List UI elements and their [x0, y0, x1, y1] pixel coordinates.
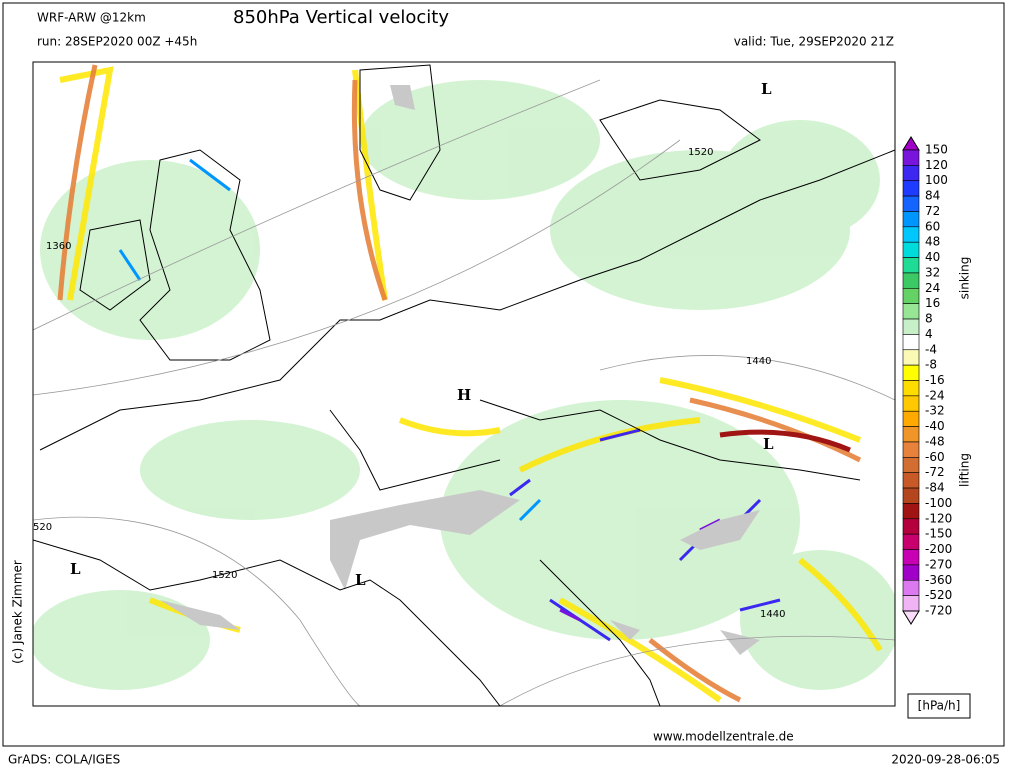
- colorbar-label: -32: [925, 404, 945, 418]
- system-label: L: [70, 560, 81, 578]
- software: GrADS: COLA/IGES: [8, 753, 120, 767]
- colorbar-box: [902, 195, 920, 212]
- system-label: L: [761, 80, 772, 98]
- colorbar-lower-label: lifting: [958, 453, 972, 487]
- colorbar-box: [902, 318, 920, 335]
- colorbar-label: 4: [925, 327, 933, 341]
- colorbar-label: -120: [925, 511, 952, 525]
- colorbar-label: 120: [925, 158, 948, 172]
- colorbar-label: 48: [925, 235, 940, 249]
- colorbar-label: -100: [925, 496, 952, 510]
- colorbar-box: [902, 211, 920, 228]
- valid-label: valid: Tue, 29SEP2020 21Z: [734, 35, 894, 49]
- colorbar-label: -520: [925, 588, 952, 602]
- colorbar-box: [902, 257, 920, 274]
- colorbar-box: [902, 349, 920, 366]
- colorbar-label: -150: [925, 527, 952, 541]
- unit-box: [907, 693, 971, 719]
- field: [33, 64, 895, 706]
- map: L 1520 1360 1440 H L 520 L 1520 L 1440: [32, 61, 896, 707]
- colorbar-box: [902, 487, 920, 504]
- system-label: L: [355, 571, 366, 589]
- isobar-label: 1440: [746, 356, 771, 367]
- colorbar-label: -72: [925, 465, 945, 479]
- colorbar-label: 16: [925, 296, 940, 310]
- colorbar-box: [902, 595, 920, 612]
- colorbar-box: [902, 272, 920, 289]
- system-label: L: [763, 435, 774, 453]
- colorbar-label: 150: [925, 143, 948, 157]
- colorbar: sinking lifting [hPa/h] 1501201008472604…: [902, 136, 972, 719]
- colorbar-label: -4: [925, 342, 937, 356]
- colorbar-box: [902, 533, 920, 550]
- credit: (c) Janek Zimmer: [11, 560, 25, 664]
- colorbar-box: [902, 426, 920, 443]
- unit-label: [hPa/h]: [918, 699, 961, 713]
- colorbar-box: [902, 441, 920, 458]
- isobar-label: 1360: [46, 241, 71, 252]
- colorbar-label: 40: [925, 250, 940, 264]
- colorbar-box: [902, 564, 920, 581]
- colorbar-box: [902, 303, 920, 320]
- colorbar-label: -84: [925, 481, 945, 495]
- colorbar-label: 8: [925, 312, 933, 326]
- isobar-label: 1440: [760, 609, 785, 620]
- colorbar-box: [902, 334, 920, 351]
- model-label: WRF-ARW @12km: [37, 11, 146, 25]
- colorbar-label: -270: [925, 557, 952, 571]
- map-frame: [32, 61, 896, 707]
- system-label: H: [457, 386, 471, 404]
- colorbar-box: [902, 579, 920, 596]
- colorbar-box: [902, 180, 920, 197]
- colorbar-label: 60: [925, 219, 940, 233]
- colorbar-triangle: [902, 610, 920, 625]
- colorbar-label: -720: [925, 604, 952, 618]
- colorbar-box: [902, 549, 920, 566]
- colorbar-label: -24: [925, 388, 945, 402]
- timestamp: 2020-09-28-06:05: [891, 753, 1000, 767]
- colorbar-label: 24: [925, 281, 940, 295]
- colorbar-box: [902, 241, 920, 258]
- isobar-label: 1520: [688, 147, 713, 158]
- colorbar-box: [902, 518, 920, 535]
- colorbar-label: 32: [925, 265, 940, 279]
- colorbar-label: -48: [925, 434, 945, 448]
- colorbar-label: -200: [925, 542, 952, 556]
- colorbar-box: [902, 380, 920, 397]
- colorbar-box: [902, 395, 920, 412]
- colorbar-label: 84: [925, 189, 940, 203]
- colorbar-box: [902, 226, 920, 243]
- colorbar-box: [902, 472, 920, 489]
- colorbar-box: [902, 410, 920, 427]
- isobar-label: 1520: [212, 570, 237, 581]
- colorbar-box: [902, 287, 920, 304]
- colorbar-box: [902, 364, 920, 381]
- colorbar-box: [902, 503, 920, 520]
- colorbar-label: -8: [925, 358, 937, 372]
- colorbar-label: 72: [925, 204, 940, 218]
- colorbar-box: [902, 149, 920, 166]
- title: 850hPa Vertical velocity: [233, 7, 449, 28]
- website: www.modellzentrale.de: [653, 730, 794, 744]
- colorbar-label: -60: [925, 450, 945, 464]
- colorbar-label: -16: [925, 373, 945, 387]
- colorbar-label: 100: [925, 173, 948, 187]
- colorbar-label: -360: [925, 573, 952, 587]
- colorbar-label: -40: [925, 419, 945, 433]
- run-label: run: 28SEP2020 00Z +45h: [37, 35, 197, 49]
- colorbar-box: [902, 165, 920, 182]
- colorbar-box: [902, 457, 920, 474]
- colorbar-upper-label: sinking: [958, 257, 972, 300]
- isobar-label: 520: [33, 522, 52, 533]
